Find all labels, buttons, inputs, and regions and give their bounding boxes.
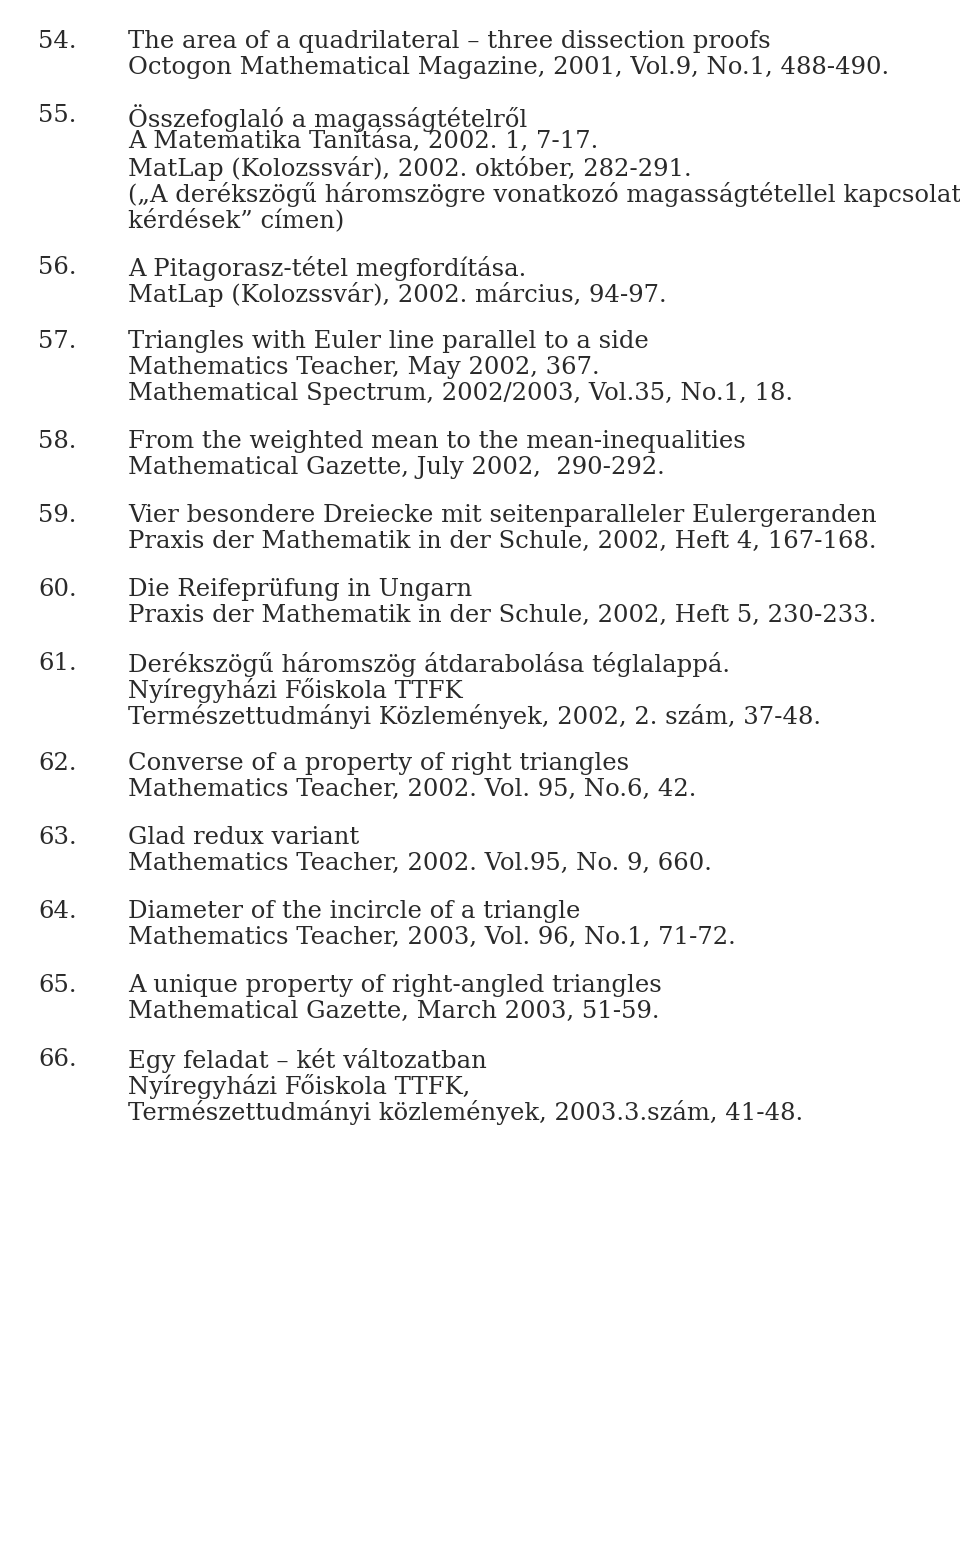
Text: 61.: 61.	[38, 652, 77, 675]
Text: 56.: 56.	[38, 256, 77, 279]
Text: 62.: 62.	[38, 751, 77, 774]
Text: Praxis der Mathematik in der Schule, 2002, Heft 4, 167-168.: Praxis der Mathematik in der Schule, 200…	[128, 530, 876, 553]
Text: 54.: 54.	[38, 29, 77, 53]
Text: A Matematika Tanítása, 2002. 1, 7-17.: A Matematika Tanítása, 2002. 1, 7-17.	[128, 130, 598, 153]
Text: 60.: 60.	[38, 578, 77, 601]
Text: Converse of a property of right triangles: Converse of a property of right triangle…	[128, 751, 629, 774]
Text: kérdések” címen): kérdések” címen)	[128, 208, 345, 232]
Text: Octogon Mathematical Magazine, 2001, Vol.9, No.1, 488-490.: Octogon Mathematical Magazine, 2001, Vol…	[128, 56, 889, 79]
Text: A Pitagorasz-tétel megfordítása.: A Pitagorasz-tétel megfordítása.	[128, 256, 526, 280]
Text: 55.: 55.	[38, 104, 77, 127]
Text: Természettudmányi Közlemények, 2002, 2. szám, 37-48.: Természettudmányi Közlemények, 2002, 2. …	[128, 703, 821, 730]
Text: From the weighted mean to the mean-inequalities: From the weighted mean to the mean-inequ…	[128, 431, 746, 452]
Text: MatLap (Kolozssvár), 2002. október, 282-291.: MatLap (Kolozssvár), 2002. október, 282-…	[128, 156, 691, 181]
Text: 66.: 66.	[38, 1049, 77, 1070]
Text: 63.: 63.	[38, 826, 77, 849]
Text: Mathematics Teacher, May 2002, 367.: Mathematics Teacher, May 2002, 367.	[128, 356, 600, 380]
Text: Egy feladat – két változatban: Egy feladat – két változatban	[128, 1049, 487, 1073]
Text: Összefoglaló a magasságtételről: Összefoglaló a magasságtételről	[128, 104, 527, 132]
Text: Die Reifeprüfung in Ungarn: Die Reifeprüfung in Ungarn	[128, 578, 472, 601]
Text: Diameter of the incircle of a triangle: Diameter of the incircle of a triangle	[128, 900, 581, 923]
Text: Nyíregyházi Főiskola TTFK,: Nyíregyházi Főiskola TTFK,	[128, 1073, 470, 1098]
Text: Praxis der Mathematik in der Schule, 2002, Heft 5, 230-233.: Praxis der Mathematik in der Schule, 200…	[128, 604, 876, 627]
Text: Vier besondere Dreiecke mit seitenparalleler Eulergeranden: Vier besondere Dreiecke mit seitenparall…	[128, 503, 876, 527]
Text: 58.: 58.	[38, 431, 77, 452]
Text: 65.: 65.	[38, 974, 77, 998]
Text: The area of a quadrilateral – three dissection proofs: The area of a quadrilateral – three diss…	[128, 29, 771, 53]
Text: Mathematical Spectrum, 2002/2003, Vol.35, No.1, 18.: Mathematical Spectrum, 2002/2003, Vol.35…	[128, 383, 793, 404]
Text: Mathematics Teacher, 2002. Vol.95, No. 9, 660.: Mathematics Teacher, 2002. Vol.95, No. 9…	[128, 852, 712, 875]
Text: Triangles with Euler line parallel to a side: Triangles with Euler line parallel to a …	[128, 330, 649, 353]
Text: MatLap (Kolozssvár), 2002. március, 94-97.: MatLap (Kolozssvár), 2002. március, 94-9…	[128, 282, 666, 307]
Text: Derékszögű háromszög átdarabolása téglalappá.: Derékszögű háromszög átdarabolása téglal…	[128, 652, 730, 677]
Text: Mathematics Teacher, 2003, Vol. 96, No.1, 71-72.: Mathematics Teacher, 2003, Vol. 96, No.1…	[128, 926, 735, 950]
Text: Mathematical Gazette, July 2002,  290-292.: Mathematical Gazette, July 2002, 290-292…	[128, 455, 664, 479]
Text: Mathematical Gazette, March 2003, 51-59.: Mathematical Gazette, March 2003, 51-59.	[128, 1001, 660, 1022]
Text: A unique property of right-angled triangles: A unique property of right-angled triang…	[128, 974, 661, 998]
Text: Mathematics Teacher, 2002. Vol. 95, No.6, 42.: Mathematics Teacher, 2002. Vol. 95, No.6…	[128, 778, 696, 801]
Text: Nyíregyházi Főiskola TTFK: Nyíregyházi Főiskola TTFK	[128, 678, 463, 703]
Text: Természettudmányi közlemények, 2003.3.szám, 41-48.: Természettudmányi közlemények, 2003.3.sz…	[128, 1100, 804, 1125]
Text: 57.: 57.	[38, 330, 77, 353]
Text: 64.: 64.	[38, 900, 77, 923]
Text: („A derékszögű háromszögre vonatkozó magasságtétellel kapcsolatos: („A derékszögű háromszögre vonatkozó mag…	[128, 181, 960, 208]
Text: Glad redux variant: Glad redux variant	[128, 826, 359, 849]
Text: 59.: 59.	[38, 503, 77, 527]
